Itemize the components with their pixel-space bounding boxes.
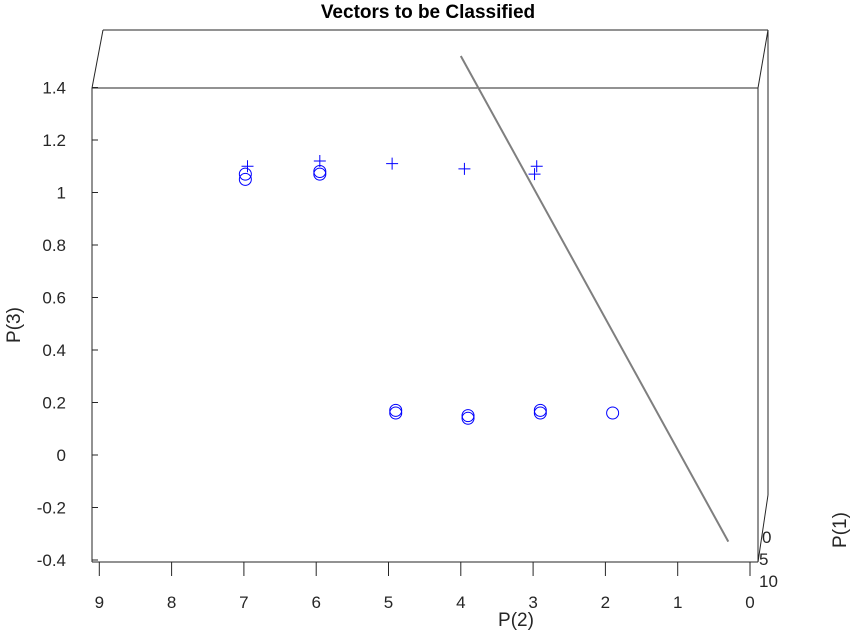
y-axis-label: P(3) bbox=[4, 307, 25, 343]
y-tick-label: 0 bbox=[57, 446, 66, 465]
y-tick-label: 0.4 bbox=[42, 341, 66, 360]
x-tick-label: 3 bbox=[528, 593, 537, 612]
z-axis-ticks: 0 5 10 bbox=[759, 528, 778, 591]
y-tick-label: -0.4 bbox=[37, 551, 66, 570]
circle-marker bbox=[461, 411, 475, 425]
axes-box bbox=[91, 29, 769, 563]
plus-marker bbox=[386, 157, 399, 170]
circle-marker bbox=[606, 406, 620, 420]
left-depth-edge bbox=[91, 29, 104, 89]
circle-marker bbox=[313, 167, 327, 181]
right-depth-edge bbox=[757, 29, 769, 89]
circle-marker bbox=[389, 406, 403, 420]
circle-marker bbox=[389, 403, 403, 417]
x-tick-label: 4 bbox=[456, 593, 465, 612]
x-tick-label: 9 bbox=[95, 593, 104, 612]
x-tick-label: 1 bbox=[673, 593, 682, 612]
circle-marker bbox=[461, 409, 475, 423]
x-tick-label: 2 bbox=[601, 593, 610, 612]
decision-boundary-layer bbox=[459, 55, 730, 543]
data-points-layer bbox=[238, 155, 620, 425]
plus-marker bbox=[458, 162, 471, 175]
x-axis-ticks: 9 8 7 6 5 4 3 2 1 0 bbox=[95, 562, 755, 612]
z-tick-label: 5 bbox=[759, 550, 768, 569]
circle-marker bbox=[238, 172, 252, 186]
y-tick-label: 0.6 bbox=[42, 289, 66, 308]
z-tick-label: 10 bbox=[759, 572, 778, 591]
circle-marker bbox=[533, 403, 547, 417]
circle-marker bbox=[313, 165, 327, 178]
y-axis-ticks: 1.4 1.2 1 0.8 0.6 0.4 0.2 0 -0.2 -0.4 bbox=[37, 79, 98, 570]
x-tick-label: 8 bbox=[167, 593, 176, 612]
x-tick-label: 0 bbox=[745, 593, 754, 612]
plus-marker bbox=[530, 160, 543, 173]
bottom-depth-edge bbox=[757, 494, 769, 563]
decision-boundary-line bbox=[459, 55, 730, 543]
y-tick-label: 1.4 bbox=[42, 79, 66, 98]
x-tick-label: 6 bbox=[311, 593, 320, 612]
y-tick-label: 0.2 bbox=[42, 394, 66, 413]
y-tick-label: -0.2 bbox=[37, 499, 66, 518]
z-axis-label: P(1) bbox=[830, 512, 851, 548]
circle-marker bbox=[533, 406, 547, 420]
plus-marker bbox=[528, 168, 541, 181]
z-tick-label: 0 bbox=[762, 528, 771, 547]
x-axis-label: P(2) bbox=[498, 610, 534, 631]
x-tick-label: 7 bbox=[239, 593, 248, 612]
y-tick-label: 0.8 bbox=[42, 236, 66, 255]
y-tick-label: 1.2 bbox=[42, 131, 66, 150]
chart-title: Vectors to be Classified bbox=[321, 2, 535, 23]
y-tick-label: 1 bbox=[57, 184, 66, 203]
plus-marker bbox=[241, 160, 254, 173]
x-tick-label: 5 bbox=[384, 593, 393, 612]
circle-marker bbox=[238, 167, 252, 181]
